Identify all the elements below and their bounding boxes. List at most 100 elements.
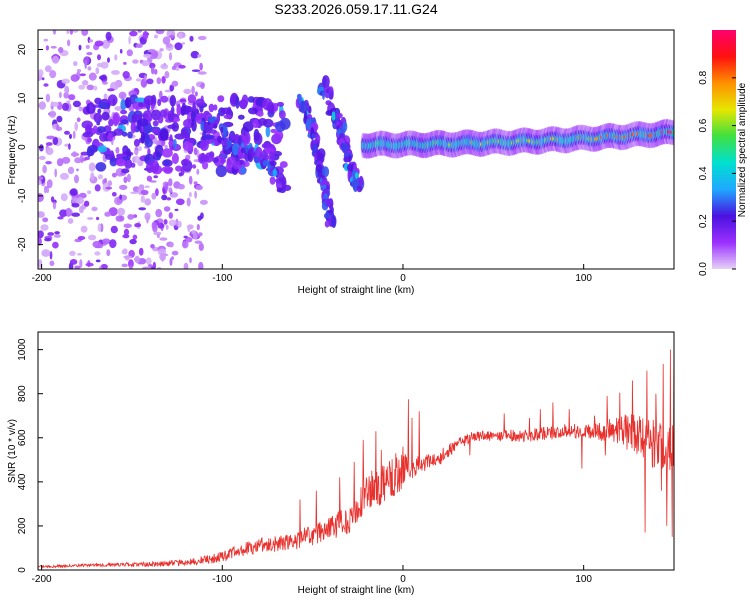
heatmap-cell	[38, 179, 42, 185]
heatmap-cell	[175, 198, 185, 206]
heatmap-cell	[78, 84, 86, 90]
heatmap-cell	[220, 107, 232, 115]
heatmap-cell	[163, 206, 171, 212]
heatmap-cell	[38, 193, 44, 202]
heatmap-cell	[199, 199, 208, 205]
y-tick-label: -10	[17, 188, 28, 203]
heatmap-cell	[195, 91, 198, 97]
heatmap-cell	[215, 165, 227, 178]
heatmap-cell	[151, 222, 158, 230]
heatmap-cell	[184, 236, 193, 243]
heatmap-cell	[58, 47, 64, 53]
heatmap-cell	[119, 194, 122, 200]
heatmap-cell	[123, 255, 133, 259]
heatmap-cell	[128, 35, 131, 45]
heatmap-cell	[160, 95, 169, 103]
heatmap-cell	[134, 223, 141, 228]
heatmap-cell	[174, 208, 179, 212]
heatmap-cell	[168, 35, 175, 38]
heatmap-cell	[247, 96, 255, 103]
heatmap-cell	[97, 223, 102, 232]
heatmap-cell	[103, 93, 108, 100]
heatmap-cell	[153, 175, 158, 179]
heatmap-cell	[273, 168, 277, 177]
heatmap-cell	[159, 252, 166, 261]
heatmap-cell	[169, 95, 177, 107]
heatmap-cell	[107, 132, 114, 142]
heatmap-cell	[232, 161, 241, 170]
snr-y-ticks: 0 200 400 600 800 1000	[17, 338, 43, 573]
heatmap-cell	[76, 168, 79, 172]
heatmap-cell	[89, 101, 94, 114]
heatmap-cell	[265, 125, 271, 138]
heatmap-cell	[152, 120, 159, 127]
heatmap-cell	[99, 75, 107, 81]
heatmap-cell	[322, 89, 325, 100]
heatmap-cell	[165, 182, 169, 191]
heatmap-cell	[178, 64, 186, 69]
heatmap-cell	[123, 223, 132, 229]
heatmap-cell	[177, 183, 185, 190]
heatmap-cell	[93, 112, 103, 123]
snr-x-label: Height of straight line (km)	[298, 585, 415, 596]
heatmap-cell	[117, 207, 126, 216]
heatmap-cell	[86, 84, 95, 91]
heatmap-cell	[323, 212, 331, 220]
heatmap-cell	[149, 180, 157, 183]
heatmap-cell	[238, 99, 247, 109]
heatmap-cell	[145, 257, 152, 265]
heatmap-cell	[193, 159, 197, 163]
y-tick-label: 1000	[17, 338, 28, 361]
heatmap-cell	[144, 198, 152, 206]
heatmap-cell	[42, 165, 47, 174]
heatmap-cell	[197, 215, 202, 221]
heatmap-cell	[208, 103, 215, 113]
heatmap-cell	[92, 240, 102, 248]
heatmap-cell	[151, 192, 157, 200]
heatmap-cell	[66, 30, 70, 35]
heatmap-cell	[148, 264, 153, 268]
heatmap-cell	[146, 175, 153, 182]
heatmap-cell	[134, 97, 147, 103]
heatmap-cell	[71, 203, 80, 208]
heatmap-cell	[237, 114, 245, 120]
heatmap-cell	[267, 105, 275, 114]
heatmap-cell	[142, 30, 149, 40]
heatmap-cells	[38, 30, 674, 269]
heatmap-cell	[171, 65, 177, 71]
heatmap-cell	[132, 114, 143, 119]
heatmap-cell	[69, 188, 78, 196]
heatmap-cell	[160, 63, 169, 70]
colorbar-label: Normalized spectral amplitude	[737, 82, 748, 217]
heatmap-cell	[121, 263, 128, 268]
heatmap-cell	[152, 261, 156, 269]
heatmap-cell	[169, 242, 174, 248]
heatmap-cell	[168, 178, 173, 187]
heatmap-cell	[168, 140, 174, 146]
heatmap-cell	[84, 59, 87, 69]
heatmap-cell	[197, 35, 207, 41]
heatmap-cell	[72, 130, 76, 139]
heatmap-cell	[97, 108, 102, 114]
heatmap-cell	[79, 73, 86, 77]
heatmap-cell	[88, 39, 94, 43]
heatmap-cell	[223, 114, 232, 120]
heatmap-cell	[161, 148, 173, 158]
heatmap-cell	[43, 83, 49, 87]
heatmap-cell	[80, 225, 88, 233]
heatmap-cell	[174, 42, 183, 51]
heatmap-cell	[38, 230, 44, 239]
heatmap-cell	[78, 192, 87, 199]
heatmap-cell	[168, 212, 173, 219]
heatmap-cell	[52, 30, 57, 35]
heatmap-cell	[123, 228, 130, 236]
heatmap-cell	[71, 197, 79, 201]
heatmap-cell	[82, 131, 94, 138]
heatmap-cell	[100, 61, 109, 69]
heatmap-cell	[191, 85, 195, 95]
heatmap-cell	[59, 209, 68, 217]
heatmap-cell	[197, 54, 202, 58]
heatmap-cell	[269, 176, 276, 185]
heatmap-cell	[46, 135, 55, 140]
heatmap-cell	[86, 146, 92, 158]
